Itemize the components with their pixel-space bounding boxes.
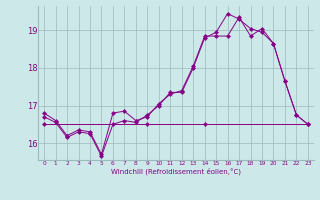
X-axis label: Windchill (Refroidissement éolien,°C): Windchill (Refroidissement éolien,°C) bbox=[111, 167, 241, 175]
